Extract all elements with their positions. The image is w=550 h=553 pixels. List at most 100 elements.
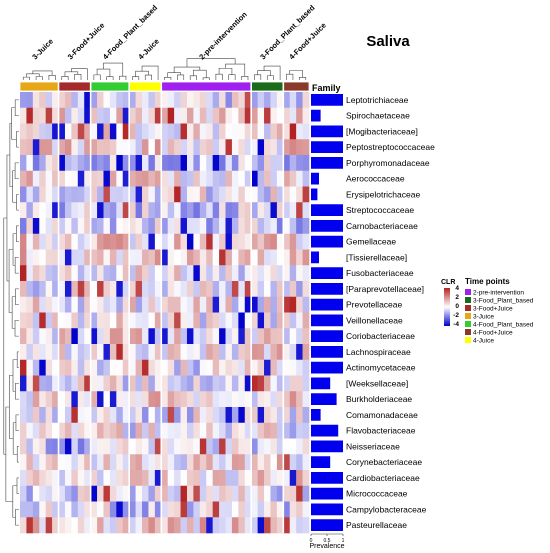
heatmap-cell bbox=[142, 265, 149, 282]
heatmap-cell bbox=[148, 107, 156, 124]
heatmap-cell bbox=[116, 202, 124, 219]
heatmap-cell bbox=[219, 344, 226, 361]
heatmap-cell bbox=[122, 454, 130, 471]
heatmap-cell bbox=[283, 265, 291, 282]
heatmap-cell bbox=[238, 470, 246, 487]
heatmap-cell bbox=[52, 233, 59, 250]
heatmap-cell bbox=[231, 375, 239, 392]
heatmap-cell bbox=[257, 391, 265, 408]
heatmap-cell bbox=[251, 233, 258, 250]
heatmap-cell bbox=[225, 202, 233, 219]
heatmap-cell bbox=[90, 296, 98, 313]
heatmap-cell bbox=[45, 391, 53, 408]
heatmap-cell bbox=[174, 202, 181, 219]
heatmap-cell bbox=[199, 249, 207, 266]
heatmap-cell bbox=[283, 249, 291, 266]
heatmap-cell bbox=[148, 249, 156, 266]
heatmap-cell bbox=[135, 186, 143, 203]
heatmap-cell bbox=[231, 438, 239, 455]
heatmap-cell bbox=[84, 454, 91, 471]
heatmap-cell bbox=[58, 233, 66, 250]
heatmap-cell bbox=[142, 281, 149, 298]
heatmap-cell bbox=[148, 139, 156, 156]
heatmap-cell bbox=[20, 170, 27, 187]
heatmap-cell bbox=[219, 470, 226, 487]
heatmap-cell bbox=[90, 170, 98, 187]
heatmap-cell bbox=[161, 501, 169, 518]
heatmap-cell bbox=[296, 344, 303, 361]
heatmap-cell bbox=[180, 391, 188, 408]
heatmap-cell bbox=[20, 375, 27, 392]
heatmap-cell bbox=[20, 501, 27, 518]
heatmap-cell bbox=[257, 249, 265, 266]
heatmap-cell bbox=[77, 139, 85, 156]
heatmap-cell bbox=[148, 470, 156, 487]
heatmap-cell bbox=[64, 422, 72, 439]
heatmap-cell bbox=[129, 470, 136, 487]
heatmap-cell bbox=[20, 344, 27, 361]
row-dendrogram-branch bbox=[15, 288, 19, 305]
heatmap-cell bbox=[206, 296, 213, 313]
heatmap-cell bbox=[148, 312, 156, 329]
heatmap-cell bbox=[219, 249, 226, 266]
heatmap-cell bbox=[289, 170, 297, 187]
prevalence-bar bbox=[311, 330, 343, 342]
heatmap-cell bbox=[154, 438, 162, 455]
heatmap-cell bbox=[219, 407, 226, 424]
heatmap-cell bbox=[26, 391, 34, 408]
heatmap-cell bbox=[64, 92, 72, 109]
heatmap-cell bbox=[122, 407, 130, 424]
heatmap-cell bbox=[244, 375, 252, 392]
heatmap-cell bbox=[276, 438, 284, 455]
heatmap-cell bbox=[257, 328, 265, 345]
heatmap-cell bbox=[193, 218, 201, 235]
heatmap-cell bbox=[206, 312, 213, 329]
heatmap-cell bbox=[148, 218, 156, 235]
heatmap-cell bbox=[244, 407, 252, 424]
column-group-labels: 3-Juice 3-Food+Juice4-Food_Plant_based4-J… bbox=[30, 3, 328, 62]
heatmap-cell bbox=[193, 281, 201, 298]
heatmap-cell bbox=[199, 438, 207, 455]
heatmap-cell bbox=[225, 407, 233, 424]
heatmap-cell bbox=[32, 517, 40, 534]
heatmap-cell bbox=[135, 249, 143, 266]
heatmap-cell bbox=[161, 312, 169, 329]
column-dendrogram-branch bbox=[35, 76, 43, 80]
heatmap-cell bbox=[148, 438, 156, 455]
heatmap-cell bbox=[142, 359, 149, 376]
group-annotation-swatch bbox=[282, 81, 310, 92]
heatmap-cell bbox=[97, 296, 104, 313]
heatmap-cell bbox=[199, 485, 207, 502]
heatmap-cell bbox=[58, 422, 66, 439]
heatmap-cell bbox=[97, 454, 104, 471]
heatmap-cell bbox=[180, 344, 188, 361]
heatmap-cell bbox=[257, 344, 265, 361]
heatmap-cell bbox=[116, 186, 124, 203]
heatmap-cell bbox=[161, 485, 169, 502]
heatmap-cell bbox=[154, 265, 162, 282]
heatmap-cell bbox=[109, 249, 117, 266]
heatmap-cell bbox=[302, 391, 310, 408]
prevalence-bar bbox=[311, 204, 343, 216]
heatmap-cell bbox=[154, 123, 162, 140]
heatmap-cell bbox=[109, 422, 117, 439]
heatmap-cell bbox=[212, 155, 220, 172]
heatmap-cell bbox=[264, 218, 271, 235]
prevalence-bar bbox=[311, 298, 343, 311]
heatmap-cell bbox=[142, 470, 149, 487]
heatmap-cell bbox=[97, 391, 104, 408]
heatmap-cell bbox=[174, 139, 181, 156]
heatmap-cell bbox=[122, 344, 130, 361]
heatmap-cell bbox=[109, 375, 117, 392]
row-labels: Leptotrichiaceae Spirochaetaceae [Mogibact… bbox=[346, 95, 435, 530]
heatmap-cell bbox=[231, 170, 239, 187]
heatmap-cell bbox=[154, 107, 162, 124]
chart-title: Saliva bbox=[366, 33, 410, 50]
heatmap-cell bbox=[84, 344, 91, 361]
heatmap-cell bbox=[193, 312, 201, 329]
heatmap-cell bbox=[289, 202, 297, 219]
heatmap-cell bbox=[161, 422, 169, 439]
heatmap-cell bbox=[174, 501, 181, 518]
heatmap-cell bbox=[289, 328, 297, 345]
heatmap-cell bbox=[135, 281, 143, 298]
